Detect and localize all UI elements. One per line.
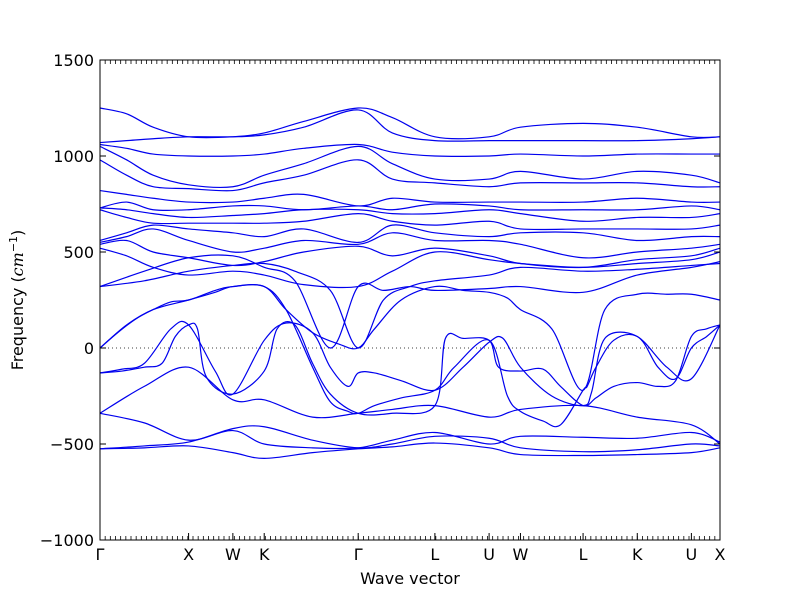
band-line-17 bbox=[99, 201, 721, 212]
band-line-9 bbox=[99, 262, 721, 349]
band-line-23 bbox=[99, 107, 721, 140]
band-line-11 bbox=[99, 247, 721, 289]
band-line-18 bbox=[99, 189, 721, 207]
x-tick-label: W bbox=[225, 545, 241, 564]
y-tick-label: −500 bbox=[50, 435, 94, 454]
x-tick-label: L bbox=[430, 545, 439, 564]
x-tick-label: K bbox=[632, 545, 643, 564]
band-line-4 bbox=[99, 366, 721, 445]
y-tick-label: 1500 bbox=[53, 51, 94, 70]
x-tick-label: U bbox=[483, 545, 495, 564]
x-tick-label: W bbox=[513, 545, 529, 564]
band-line-20 bbox=[99, 145, 721, 188]
y-tick-label: 500 bbox=[63, 243, 94, 262]
y-tick-label: −1000 bbox=[40, 531, 94, 550]
y-tick-label: 1000 bbox=[53, 147, 94, 166]
x-tick-label: X bbox=[183, 545, 194, 564]
x-axis-title: Wave vector bbox=[360, 569, 460, 588]
x-tick-label: Γ bbox=[354, 545, 363, 564]
y-tick-label: 0 bbox=[84, 339, 94, 358]
band-line-21 bbox=[99, 143, 720, 157]
y-axis: −1000 −500 0 500 1000 1500 bbox=[40, 51, 720, 550]
band-line-12 bbox=[99, 239, 721, 269]
band-line-22 bbox=[99, 109, 721, 144]
band-line-13 bbox=[99, 228, 721, 259]
x-tick-label: X bbox=[715, 545, 726, 564]
y-axis-title: Frequency (cm−1) bbox=[7, 230, 27, 371]
band-line-16 bbox=[99, 207, 721, 222]
band-line-14 bbox=[99, 224, 721, 244]
phonon-bands bbox=[99, 107, 721, 460]
x-tick-label: K bbox=[259, 545, 270, 564]
band-line-3 bbox=[99, 412, 721, 450]
x-tick-label: L bbox=[579, 545, 588, 564]
band-line-15 bbox=[99, 209, 721, 231]
band-line-10 bbox=[99, 254, 721, 349]
x-tick-label: U bbox=[686, 545, 698, 564]
x-tick-label: Γ bbox=[96, 545, 105, 564]
band-line-19 bbox=[99, 159, 721, 192]
plot-background bbox=[100, 60, 720, 540]
band-line-5 bbox=[99, 321, 721, 416]
band-line-8 bbox=[99, 284, 721, 391]
band-line-1 bbox=[99, 442, 721, 460]
